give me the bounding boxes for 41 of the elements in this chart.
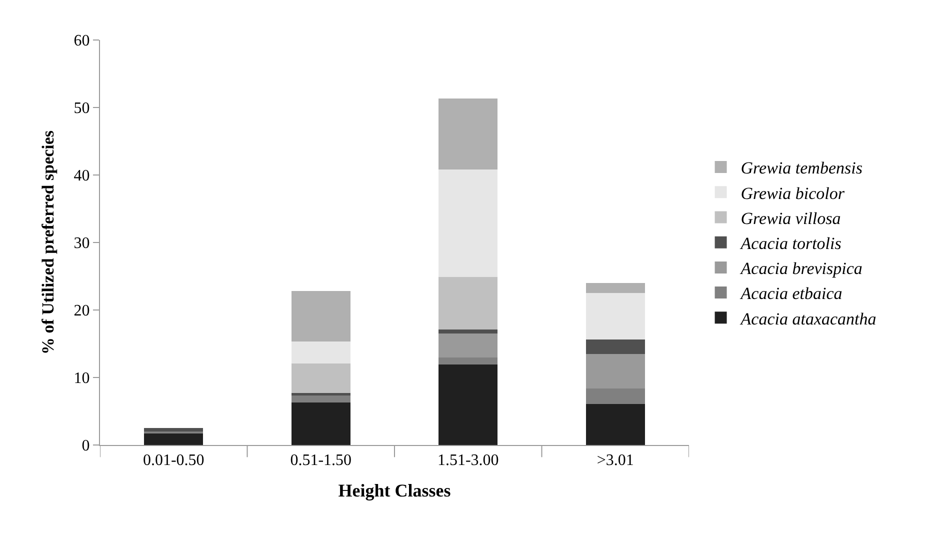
x-axis-title: Height Classes	[338, 480, 451, 500]
bar	[438, 276, 498, 330]
legend-label: Acacia etbaica	[740, 284, 842, 304]
legend-label: Grewia villosa	[740, 208, 841, 228]
bar	[438, 98, 498, 170]
y-tick-label: 60	[74, 32, 90, 50]
bar	[586, 340, 645, 354]
bar	[438, 357, 498, 365]
x-tick-label: 0.01-0.50	[142, 452, 204, 470]
bar	[586, 404, 645, 445]
bar	[438, 170, 498, 277]
x-tick-label: 1.51-3.00	[437, 452, 499, 470]
bar	[438, 364, 498, 445]
legend-label: Acacia tortolis	[740, 234, 842, 253]
x-tick-label: 0.51-1.50	[290, 452, 352, 470]
bar	[291, 342, 350, 364]
bar	[586, 283, 645, 294]
bar	[438, 334, 498, 358]
bar	[438, 330, 498, 334]
bar	[586, 354, 645, 388]
bar	[586, 388, 645, 404]
bar	[144, 434, 204, 445]
legend-label: Grewia bicolor	[740, 184, 845, 203]
bar	[291, 393, 350, 396]
y-tick-label: 0	[82, 438, 90, 455]
y-tick-label: 50	[74, 100, 90, 118]
y-tick-label: 30	[74, 235, 90, 252]
x-tick-label: >3.01	[596, 452, 634, 470]
bar	[291, 363, 350, 394]
y-tick-label: 10	[74, 370, 90, 388]
bar	[291, 396, 350, 402]
y-tick-label: 20	[74, 302, 90, 320]
y-axis-title: % of Utilized preferred species	[38, 130, 58, 355]
bar	[144, 428, 204, 432]
bar	[291, 402, 350, 445]
legend-label: Acacia ataxacantha	[740, 309, 876, 328]
legend-label: Acacia brevispica	[740, 259, 862, 278]
bar	[586, 293, 645, 340]
y-tick-label: 40	[74, 168, 90, 185]
bar	[291, 291, 350, 342]
legend-label: Grewia tembensis	[740, 158, 863, 178]
